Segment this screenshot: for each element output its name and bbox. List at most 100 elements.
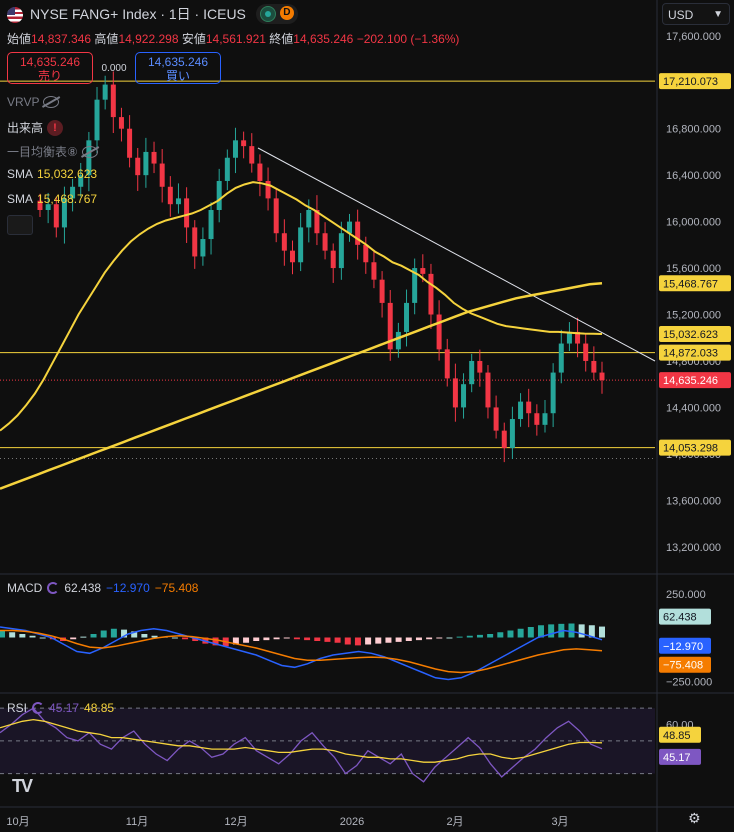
candle-body [86, 140, 92, 176]
candle-body [78, 175, 84, 187]
market-status[interactable]: D [255, 4, 298, 24]
price-tick-label: 16,000.000 [666, 217, 721, 229]
time-tick-label: 12月 [224, 816, 247, 828]
candle-body [395, 331, 401, 350]
indicator-sma-2[interactable]: SMA 15,468.767 [7, 192, 97, 206]
macd-histogram-bar [426, 637, 433, 640]
refresh-icon [47, 582, 60, 594]
candle-body [216, 180, 222, 210]
candle-body [208, 210, 214, 240]
candle-body [175, 198, 181, 205]
eye-hidden-icon[interactable] [81, 145, 98, 158]
macd-histogram-bar [568, 623, 575, 638]
sell-price: 14,635.246 [19, 55, 81, 69]
candle-body [37, 200, 43, 210]
candle-body [444, 349, 450, 379]
candle-body [70, 186, 76, 199]
macd-axis-badge-label: 62.438 [663, 612, 697, 624]
low-label: 安値 [181, 32, 206, 46]
macd-histogram-bar [395, 637, 402, 642]
macd-histogram-bar [456, 636, 463, 638]
macd-tick-label: 250.000 [666, 589, 706, 601]
candle-body [45, 204, 51, 210]
indicator-ichimoku[interactable]: 一目均衡表⑧ [7, 143, 98, 160]
candle-body [200, 239, 206, 257]
rsi-axis-badge [659, 726, 701, 743]
low-value: 14,561.921 [205, 32, 266, 46]
sell-button[interactable]: 14,635.246 売り [7, 52, 93, 84]
macd-histogram-bar [243, 637, 250, 643]
macd-histogram-bar [354, 637, 361, 646]
candle-body [509, 419, 515, 449]
rsi-ma-value: 48.85 [84, 701, 115, 715]
candle-body [534, 413, 540, 425]
candle-body [518, 401, 524, 420]
symbol-title[interactable]: NYSE FANG+ Index · 1日 · ICEUS [30, 6, 246, 22]
macd-legend[interactable]: MACD 62.438 −12.970 −75.408 [7, 581, 198, 595]
currency-select[interactable]: USD ▼ [662, 3, 730, 25]
macd-axis-badge [659, 637, 711, 654]
candle-body [477, 360, 483, 373]
gear-icon[interactable]: ⚙ [688, 810, 701, 826]
candle-body [265, 180, 271, 199]
macd-histogram-bar [405, 637, 412, 641]
macd-histogram-bar [39, 637, 46, 639]
price-axis-badge-label: 14,053.298 [663, 443, 718, 455]
buy-price: 14,635.246 [147, 55, 209, 69]
macd-histogram-bar [273, 637, 280, 640]
candle-body [322, 233, 328, 251]
candle-body [330, 250, 336, 269]
macd-hist-value: 62.438 [64, 581, 102, 595]
eye-hidden-icon[interactable] [43, 96, 60, 108]
candle-body [232, 140, 238, 158]
indicator-vrvp[interactable]: VRVP [7, 95, 60, 109]
macd-histogram-bar [344, 637, 351, 645]
rsi-axis-badge-label: 45.17 [663, 752, 691, 764]
rsi-legend[interactable]: RSI 45.17 48.85 [7, 701, 114, 715]
macd-histogram-bar [548, 624, 555, 638]
macd-histogram-bar [375, 637, 382, 644]
macd-histogram-bar [253, 637, 260, 641]
macd-histogram-bar [29, 635, 36, 638]
candle-body [159, 163, 165, 187]
sma-value: 15,032.623 [37, 167, 98, 181]
time-tick-label: 3月 [551, 816, 568, 828]
macd-histogram-bar [334, 637, 341, 643]
tradingview-logo[interactable]: TV [12, 776, 33, 796]
macd-histogram-bar [365, 637, 372, 645]
buy-button[interactable]: 14,635.246 買い [135, 52, 221, 84]
macd-histogram-bar [0, 630, 5, 638]
price-tick-label: 13,600.000 [666, 495, 721, 507]
macd-histogram-bar [121, 629, 128, 638]
collapse-legend-button[interactable] [7, 215, 33, 235]
macd-histogram-bar [578, 624, 585, 638]
time-tick-label: 11月 [126, 816, 148, 828]
macd-histogram-bar [446, 637, 453, 639]
candle-body [306, 210, 312, 228]
candle-body [542, 413, 548, 425]
macd-histogram-bar [182, 637, 189, 640]
macd-histogram-bar [283, 637, 290, 639]
open-value: 14,837.346 [31, 32, 92, 46]
candle-body [558, 343, 564, 373]
candle-body [436, 314, 442, 350]
candle-body [118, 117, 124, 129]
indicator-volume[interactable]: 出来高! [7, 119, 64, 136]
candle-body [566, 331, 572, 344]
trend-line [257, 147, 656, 362]
macd-histogram-bar [141, 634, 148, 638]
candle-body [452, 378, 458, 408]
time-tick-label: 2月 [446, 816, 463, 828]
time-tick-label: 2026 [340, 816, 364, 828]
candle-body [485, 372, 491, 408]
candle-body [298, 227, 304, 263]
macd-label: MACD [7, 581, 43, 595]
macd-histogram-bar [466, 635, 473, 638]
indicator-sma-1[interactable]: SMA 15,032.623 [7, 167, 97, 181]
warning-icon[interactable]: ! [47, 119, 64, 136]
macd-histogram-bar [476, 634, 483, 638]
market-open-icon [259, 6, 276, 22]
price-tick-label: 13,200.000 [666, 542, 721, 554]
macd-axis-badge-label: −12.970 [663, 641, 703, 653]
